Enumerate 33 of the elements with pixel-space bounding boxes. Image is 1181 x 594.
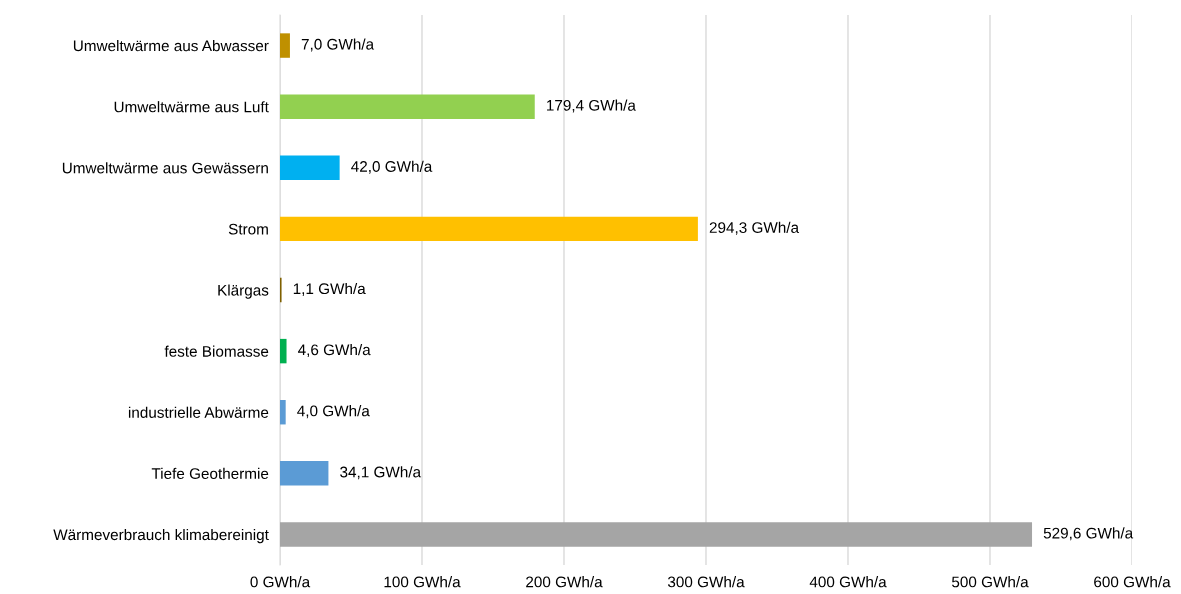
data-label: 1,1 GWh/a [293,282,366,296]
y-tick-label: Umweltwärme aus Luft [114,101,269,113]
x-tick-label: 500 GWh/a [951,576,1029,588]
data-label: 4,6 GWh/a [297,343,371,358]
bar [280,461,329,486]
data-label: 4,0 GWh/a [297,405,370,419]
data-label: 529,6 GWh/a [1043,527,1134,541]
bar [280,33,290,58]
y-tick-label: Klärgas [218,284,269,299]
data-label: 7,0 GWh/a [301,38,375,52]
bar [280,400,286,425]
bar [280,338,287,364]
bar [280,155,340,180]
y-tick-label: Umweltwärme aus Abwasser [73,40,269,52]
y-tick-label: feste Biomasse [164,345,269,357]
data-label: 42,0 GWh/a [351,160,433,174]
data-label: 294,3 GWh/a [709,221,800,235]
y-tick-label: Tiefe Geothermie [151,467,269,480]
bar [280,94,535,119]
data-label: 179,4 GWh/a [547,99,636,113]
x-tick-label: 400 GWh/a [809,576,887,588]
x-tick-label: 300 GWh/a [667,576,745,588]
y-tick-label: industrielle Abwärme [128,406,269,418]
y-tick-label: Umweltwärme aus Gewässern [62,162,268,174]
x-tick-label: 100 GWh/a [384,576,461,588]
y-tick-label: Strom [228,223,268,235]
bar [280,522,1033,547]
bar [280,216,698,242]
x-tick-label: 0 GWh/a [250,576,311,588]
y-tick-label: Wärmeverbrauch klimabereinigt [53,528,269,544]
data-label: 34,1 GWh/a [340,466,422,480]
x-tick-label: 200 GWh/a [526,576,603,588]
x-tick-label: 600 GWh/a [1094,576,1171,588]
